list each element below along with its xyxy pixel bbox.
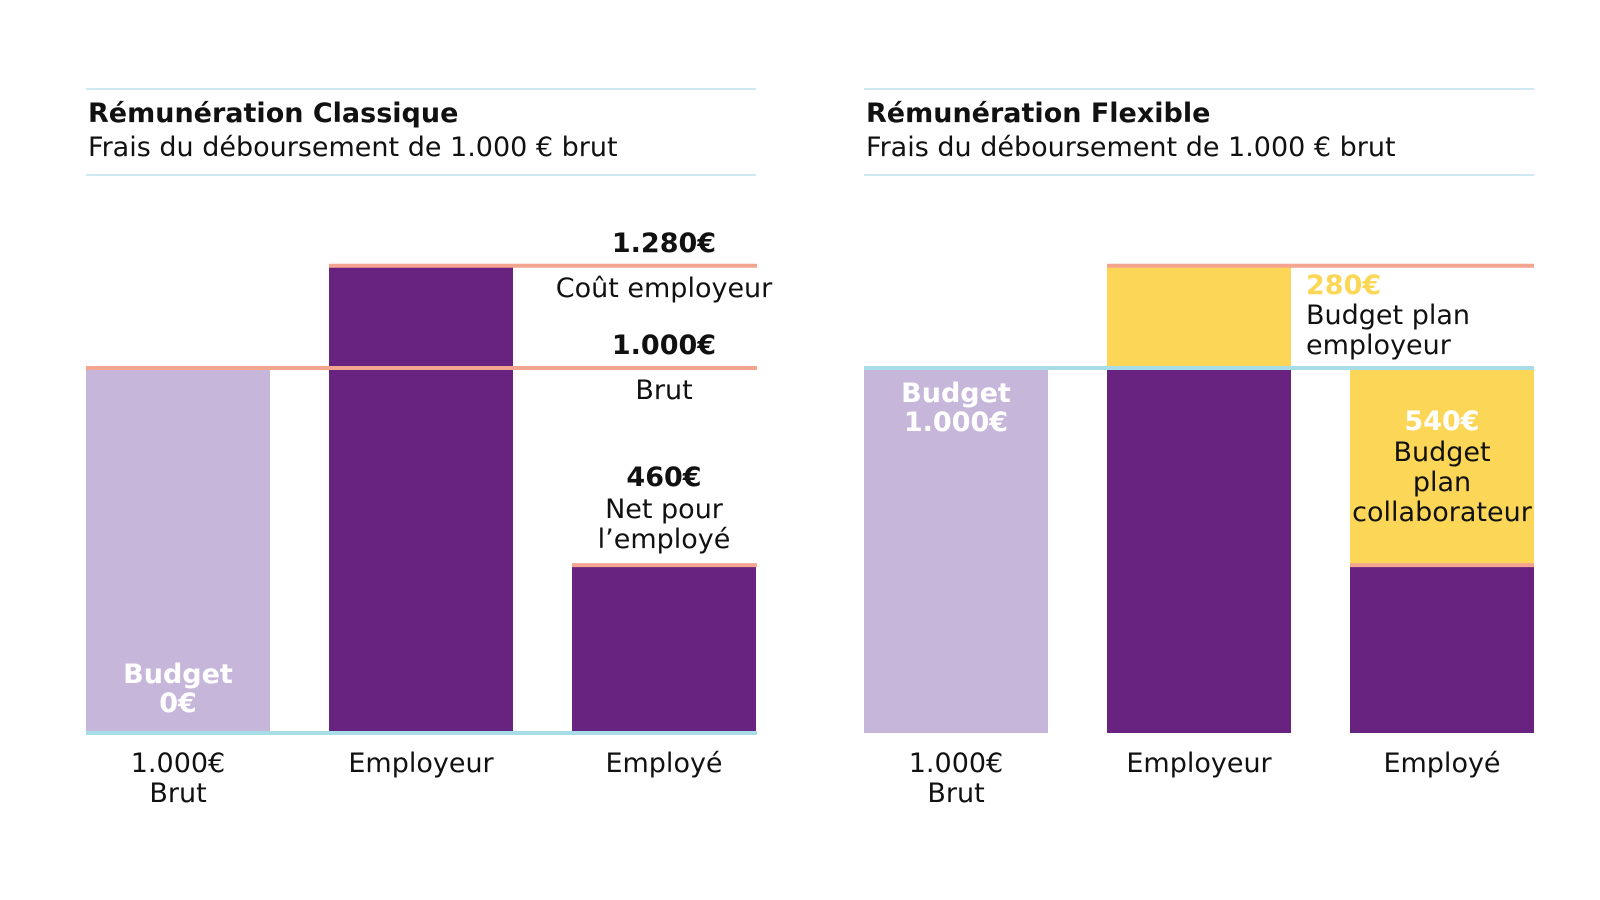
panel-subtitle: Frais du déboursement de 1.000 € brut [866,132,1396,163]
panel-title: Rémunération Flexible [866,98,1211,129]
annotation-value-540: 540€ [1404,406,1479,437]
panel-header-flexible: Rémunération Flexible Frais du déboursem… [864,88,1534,176]
bar-employe [1350,565,1534,733]
bar-employe-budget-plan [1350,368,1534,566]
annotation-label-cout-employeur: Coût employeur [556,273,773,304]
x-tick-label: 1.000€ Brut [909,748,1003,809]
annotation-label-budget-plan-employeur: Budget plan employeur [1306,300,1470,361]
bar-employeur [1107,368,1291,733]
bar-employeur-budget-plan [1107,265,1291,368]
x-tick-label: Employé [1383,748,1500,779]
bar-label-budget-0: Budget 0€ [123,659,233,719]
x-tick-label: Employeur [1126,748,1272,779]
bar-employe [572,565,756,733]
panel-title: Rémunération Classique [88,98,459,129]
annotation-value-1280: 1.280€ [612,228,716,259]
bar-budget-brut [864,368,1048,733]
bar-budget-brut [86,368,270,733]
panel-subtitle: Frais du déboursement de 1.000 € brut [88,132,618,163]
x-tick-label: Employeur [348,748,494,779]
annotation-label-brut: Brut [635,375,692,406]
annotation-value-280: 280€ [1306,270,1381,301]
x-tick-label: Employé [605,748,722,779]
annotation-label-budget-plan-collaborateur: Budget plan collaborateur [1352,437,1533,528]
annotation-label-net: Net pour l’employé [598,494,731,555]
annotation-value-1000: 1.000€ [612,330,716,361]
panel-header-classique: Rémunération Classique Frais du débourse… [86,88,756,176]
bar-employeur [329,265,513,733]
x-tick-label: 1.000€ Brut [131,748,225,809]
bar-label-budget-1000: Budget 1.000€ [901,378,1011,438]
annotation-value-460: 460€ [626,462,701,493]
